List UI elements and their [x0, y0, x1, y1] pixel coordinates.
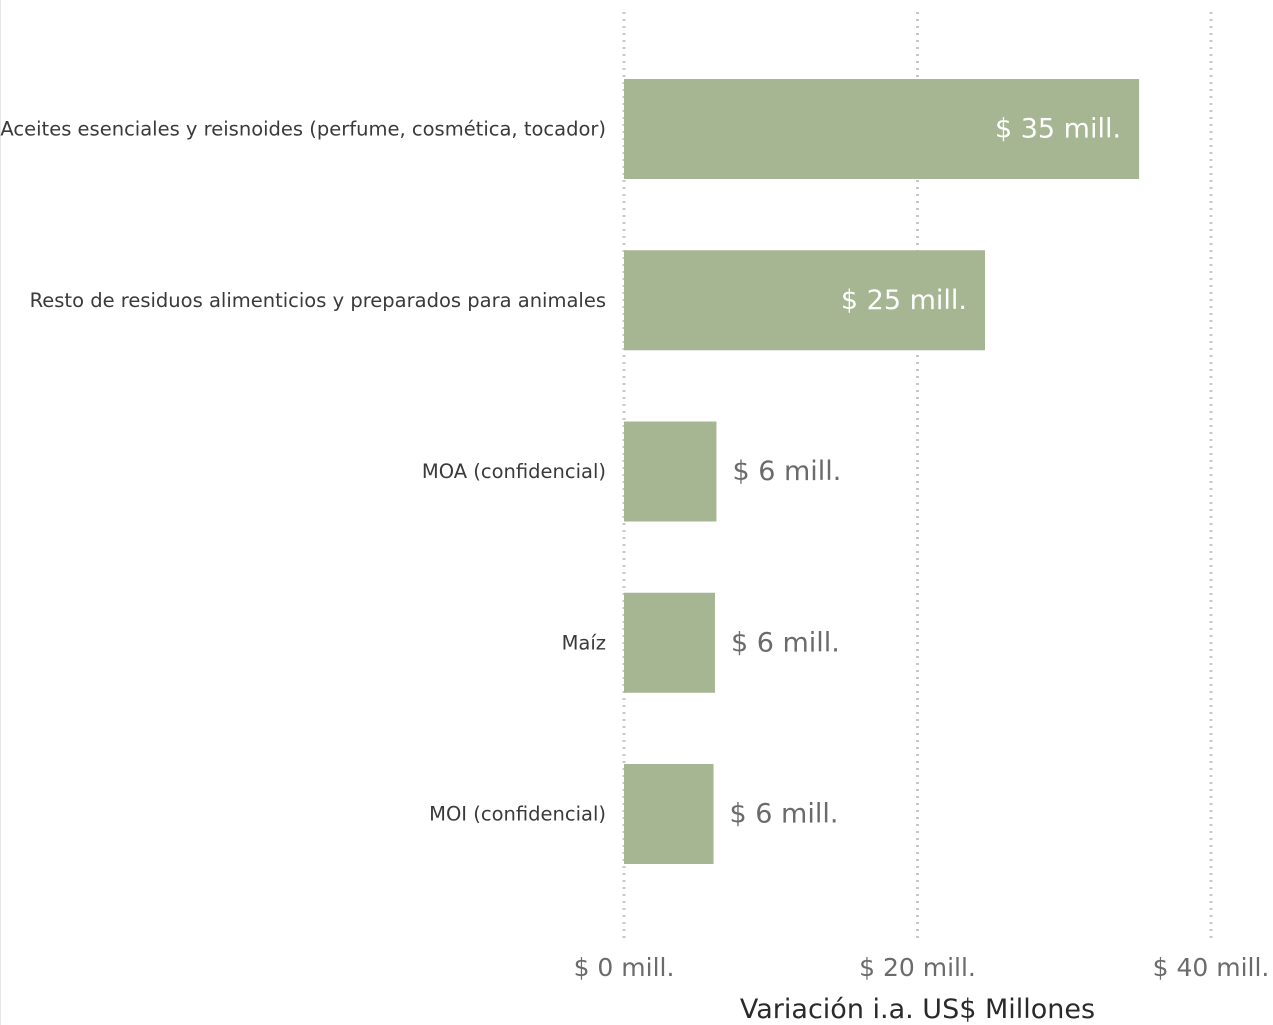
data-label-3: $ 6 mill. — [731, 627, 840, 658]
data-label-1: $ 25 mill. — [841, 285, 967, 316]
category-label-4: MOI (confidencial) — [429, 803, 606, 826]
category-label-2: MOA (confidencial) — [422, 460, 606, 483]
data-label-0: $ 35 mill. — [995, 114, 1121, 145]
x-tick-label-0: $ 0 mill. — [574, 953, 675, 982]
x-tick-label-2: $ 40 mill. — [1153, 953, 1270, 982]
bar-3 — [624, 592, 715, 693]
data-label-2: $ 6 mill. — [732, 456, 841, 487]
x-axis-title: Variación i.a. US$ Millones — [740, 994, 1095, 1025]
left-border-line — [0, 0, 1, 1025]
category-label-3: Maíz — [562, 631, 606, 654]
bar-2 — [624, 421, 717, 522]
category-label-1: Resto de residuos alimenticios y prepara… — [30, 289, 606, 312]
data-label-4: $ 6 mill. — [730, 799, 839, 830]
bar-4 — [624, 764, 714, 864]
category-label-0: Aceites esenciales y reisnoides (perfume… — [0, 118, 606, 141]
x-tick-label-1: $ 20 mill. — [859, 953, 976, 982]
bar-0 — [624, 79, 1140, 179]
bar-1 — [624, 250, 986, 351]
